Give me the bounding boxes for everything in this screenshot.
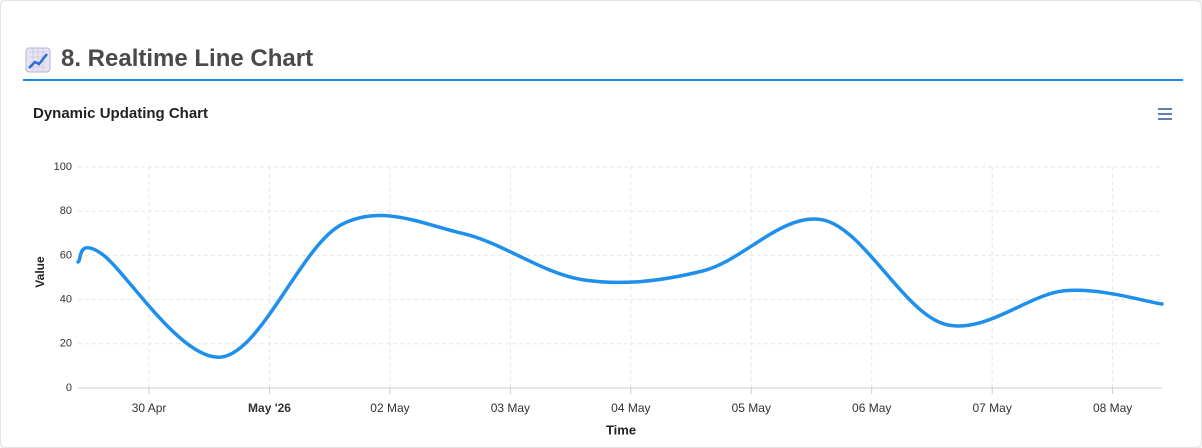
x-tick-label: 08 May (1093, 401, 1132, 415)
menu-button[interactable] (1153, 103, 1175, 125)
x-tick-label: 30 Apr (132, 401, 167, 415)
y-tick-label: 80 (60, 205, 72, 217)
y-tick-label: 60 (60, 249, 72, 261)
x-tick-label: 02 May (370, 401, 409, 415)
chart-title: Dynamic Updating Chart (33, 105, 208, 122)
y-axis-label: Value (33, 256, 47, 288)
x-tick-label: 04 May (611, 401, 650, 415)
x-tick-label: 03 May (491, 401, 530, 415)
menu-icon[interactable] (1158, 108, 1172, 120)
y-tick-label: 100 (54, 161, 72, 173)
x-tick-label: 05 May (732, 401, 771, 415)
x-axis-label: Time (606, 422, 636, 437)
chart: Dynamic Updating Chart Time Value 0 20 40 6… (33, 103, 1175, 437)
y-tick-label: 20 (60, 338, 72, 350)
y-tick-label: 40 (60, 294, 72, 306)
x-tick-label: May '26 (248, 401, 291, 415)
chart-icon (25, 47, 51, 73)
section-header: 8. Realtime Line Chart (23, 41, 1183, 81)
line-series (76, 213, 1164, 359)
section-title: 8. Realtime Line Chart (61, 45, 314, 72)
y-tick-label: 0 (66, 382, 72, 394)
x-tick-label: 07 May (972, 401, 1011, 415)
x-tick-label: 06 May (852, 401, 891, 415)
